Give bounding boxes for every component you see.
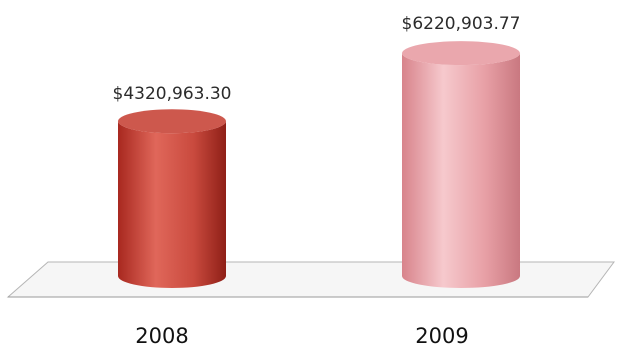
bar-2009-top (402, 41, 520, 66)
bar-series (118, 41, 520, 289)
bar-2008 (118, 121, 226, 288)
bar-2008-top (118, 109, 226, 134)
category-label-2008: 2008 (135, 324, 188, 348)
data-label-2008: $4320,963.30 (113, 84, 232, 104)
bar-2009 (402, 53, 520, 289)
category-label-2009: 2009 (415, 324, 468, 348)
chart-floor (6, 261, 615, 298)
data-label-2009: $6220,903.77 (402, 14, 521, 34)
